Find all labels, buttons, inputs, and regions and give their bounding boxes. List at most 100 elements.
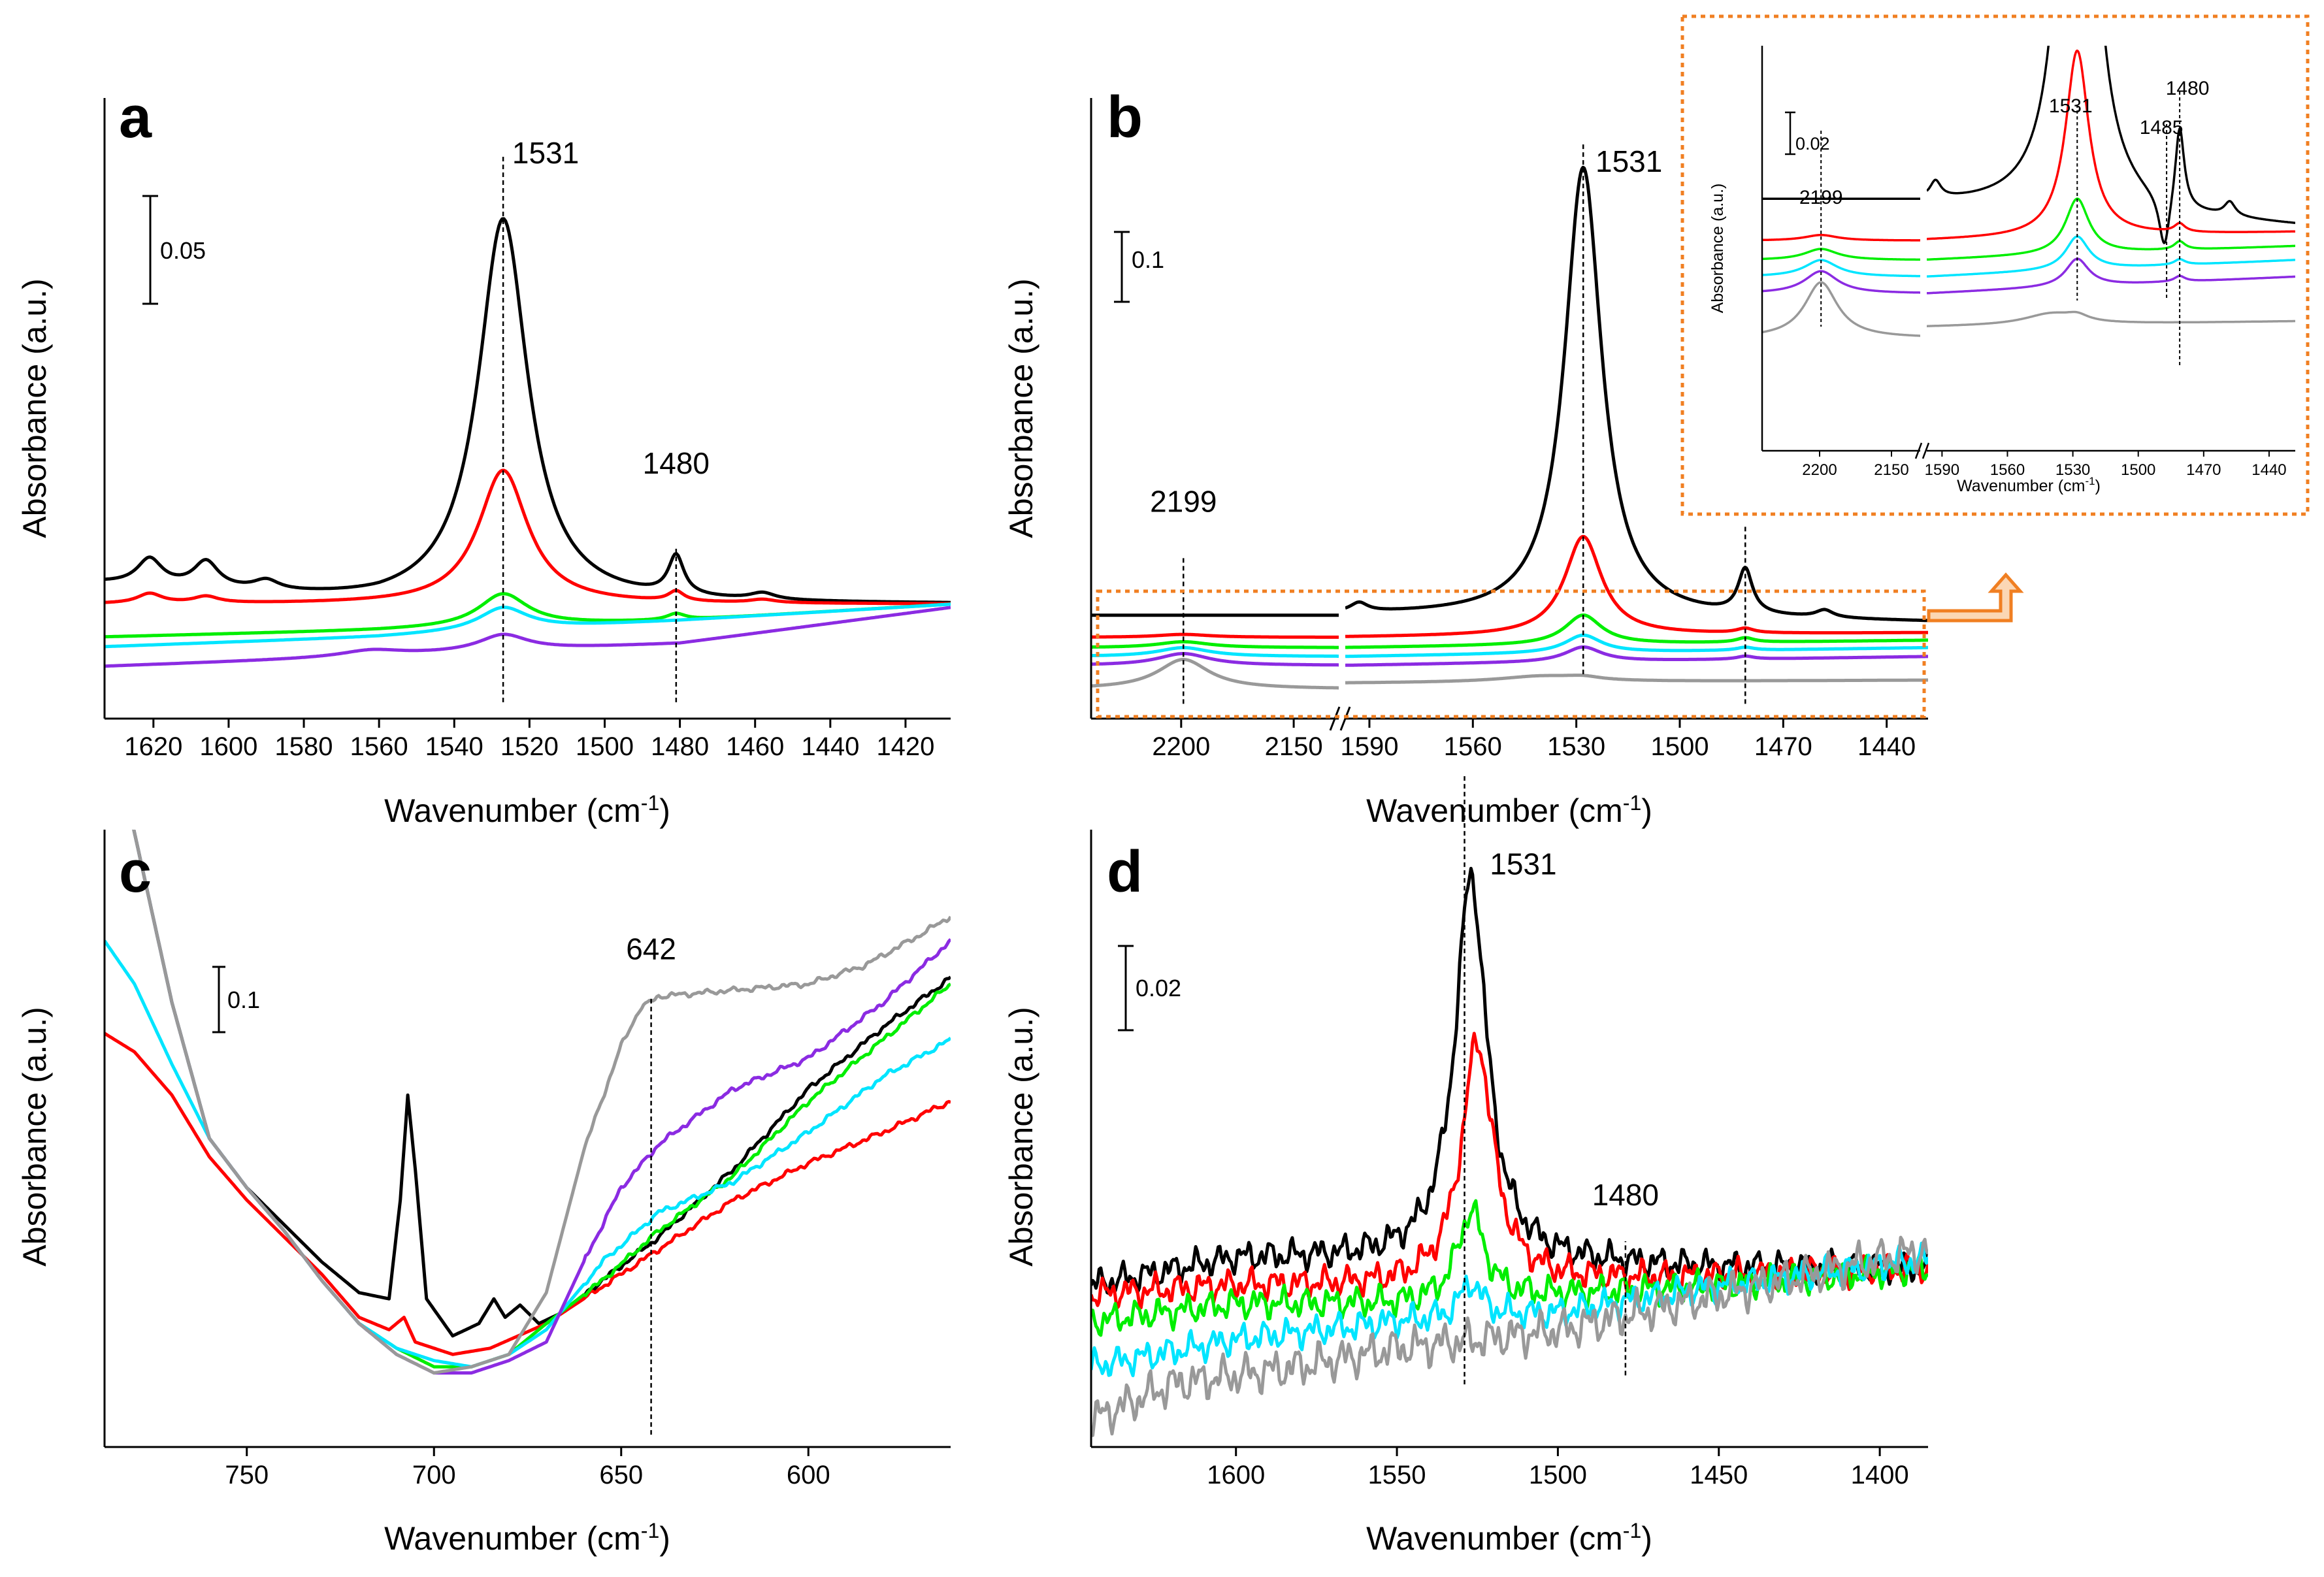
series-c-gray xyxy=(132,830,951,1375)
d-tick-label: 1550 xyxy=(1368,1461,1426,1489)
scale-label-inset: 0.02 xyxy=(1795,134,1830,154)
scale-label-c: 0.1 xyxy=(227,986,260,1013)
axis-break-inset xyxy=(1914,442,1930,459)
b-right-tick-label: 1560 xyxy=(1444,732,1502,761)
b-left-tick-label: 2200 xyxy=(1152,732,1210,761)
series-group-bL xyxy=(1091,613,1339,690)
b-right-tick-label: 1530 xyxy=(1547,732,1605,761)
series-b-right-green xyxy=(1345,613,1928,649)
ticks-group-i xyxy=(1819,451,2270,457)
series-a-black xyxy=(105,217,951,604)
a-tick-label: 1480 xyxy=(651,732,709,761)
scale-bar-d: 0.02 xyxy=(1118,945,1181,1032)
series-inset-right-black xyxy=(1927,46,2295,244)
scale-bar-inset: 0.02 xyxy=(1785,111,1830,155)
panel-letter-d: d xyxy=(1107,839,1143,905)
scale-label-b: 0.1 xyxy=(1132,246,1164,273)
series-b-right-gray xyxy=(1345,674,1928,685)
series-b-right-black xyxy=(1345,165,1928,623)
series-b-right-purple xyxy=(1345,645,1928,667)
a-tick-label: 1600 xyxy=(199,732,257,761)
inset-tick-label: 1590 xyxy=(1925,461,1959,479)
ticks-group-a xyxy=(152,719,907,728)
inset-tick-label: 1560 xyxy=(1990,461,2025,479)
series-inset-left-gray xyxy=(1762,281,1920,337)
panel-d: 1600 1550 1500 1450 1400 1531 1480 d 0.02 Wav… xyxy=(1003,775,1928,1557)
ticks-group-c xyxy=(246,1447,810,1456)
d-peak-label: 1531 xyxy=(1490,847,1556,881)
x-axis-title-d: Wavenumber (cm-1) xyxy=(1366,1519,1652,1557)
series-group-d xyxy=(1091,866,1928,1437)
series-inset-right-cyan xyxy=(1927,235,2295,278)
a-tick-label: 1580 xyxy=(275,732,333,761)
scale-bar-a: 0.05 xyxy=(142,195,206,305)
a-peak-label: 1480 xyxy=(643,446,710,480)
panel-letter-c: c xyxy=(119,839,152,905)
a-tick-label: 1620 xyxy=(124,732,182,761)
d-peak-label: 1480 xyxy=(1592,1178,1659,1212)
ticks-group-b xyxy=(1180,719,1888,728)
series-group-iR xyxy=(1927,46,2295,327)
panel-letter-b: b xyxy=(1107,85,1143,150)
ticks-group-d xyxy=(1235,1447,1881,1456)
x-axis-title-a: Wavenumber (cm-1) xyxy=(384,791,670,829)
series-group-a xyxy=(105,217,951,668)
a-tick-label: 1420 xyxy=(876,732,934,761)
inset-tick-label: 1470 xyxy=(2186,461,2221,479)
inset-tick-label: 2150 xyxy=(1874,461,1908,479)
series-a-red xyxy=(105,468,951,606)
axis-break-b xyxy=(1329,706,1351,731)
inset-tick-label: 2200 xyxy=(1802,461,1837,479)
y-axis-title-c: Absorbance (a.u.) xyxy=(16,1007,53,1266)
series-inset-right-gray xyxy=(1927,310,2295,327)
c-tick-label: 750 xyxy=(225,1461,269,1489)
y-axis-title-inset: Absorbance (a.u.) xyxy=(1709,184,1727,314)
tick-labels-group-i: 2200 2150 1590 1560 1530 1500 1470 1440 xyxy=(1802,461,2286,479)
b-left-tick-label: 2150 xyxy=(1265,732,1323,761)
series-a-cyan xyxy=(105,602,951,649)
a-tick-label: 1460 xyxy=(726,732,784,761)
inset-tick-label: 1500 xyxy=(2121,461,2155,479)
series-b-left-red xyxy=(1091,632,1339,639)
series-inset-right-red xyxy=(1927,49,2295,240)
series-c-red xyxy=(105,1032,951,1356)
vlines-group-a xyxy=(502,154,678,702)
x-axis-title-inset: Wavenumber (cm-1) xyxy=(1957,475,2101,495)
peaks-group-a: 1531 1480 xyxy=(512,136,710,480)
b-right-tick-label: 1440 xyxy=(1858,732,1916,761)
series-d-gray xyxy=(1091,1235,1928,1437)
b-right-tick-label: 1500 xyxy=(1650,732,1709,761)
peaks-group-i: 2199 1531 1485 1480 xyxy=(1799,78,2210,208)
series-inset-left-green xyxy=(1762,248,1920,261)
vlines-group-d xyxy=(1464,775,1627,1385)
panel-c: 750 700 650 600 642 c 0.1 Wavenumber (cm-1)… xyxy=(16,830,951,1557)
a-peak-label: 1531 xyxy=(512,136,579,170)
series-b-left-purple xyxy=(1091,652,1339,667)
panel-letter-a: a xyxy=(119,85,152,150)
series-inset-left-purple xyxy=(1762,270,1920,294)
peaks-group-d: 1531 1480 xyxy=(1490,847,1659,1212)
zoom-region-b xyxy=(1096,589,1926,719)
series-inset-right-purple xyxy=(1927,257,2295,295)
y-axis-title-b: Absorbance (a.u.) xyxy=(1003,278,1039,538)
tick-labels-group-a: 1620 1600 1580 1560 1540 1520 1500 1480 1460 1440… xyxy=(124,732,934,761)
c-peak-label: 642 xyxy=(626,932,676,966)
d-tick-label: 1400 xyxy=(1851,1461,1909,1489)
inset-frame xyxy=(1680,14,2310,516)
series-b-left-gray xyxy=(1091,658,1339,690)
series-a-purple xyxy=(105,606,951,668)
b-right-tick-label: 1470 xyxy=(1754,732,1812,761)
series-inset-left-cyan xyxy=(1762,259,1920,278)
inset-peak-label: 1531 xyxy=(2049,95,2093,117)
d-tick-label: 1600 xyxy=(1207,1461,1265,1489)
a-tick-label: 1520 xyxy=(500,732,559,761)
vlines-group-b xyxy=(1183,142,1746,704)
a-tick-label: 1540 xyxy=(425,732,483,761)
peaks-group-c: 642 xyxy=(626,932,676,966)
inset-peak-label: 2199 xyxy=(1799,187,1843,208)
inset-tick-label: 1530 xyxy=(2055,461,2090,479)
series-b-left-cyan xyxy=(1091,645,1339,658)
scale-label-a: 0.05 xyxy=(160,237,206,264)
vlines-group-i xyxy=(1820,91,2181,366)
